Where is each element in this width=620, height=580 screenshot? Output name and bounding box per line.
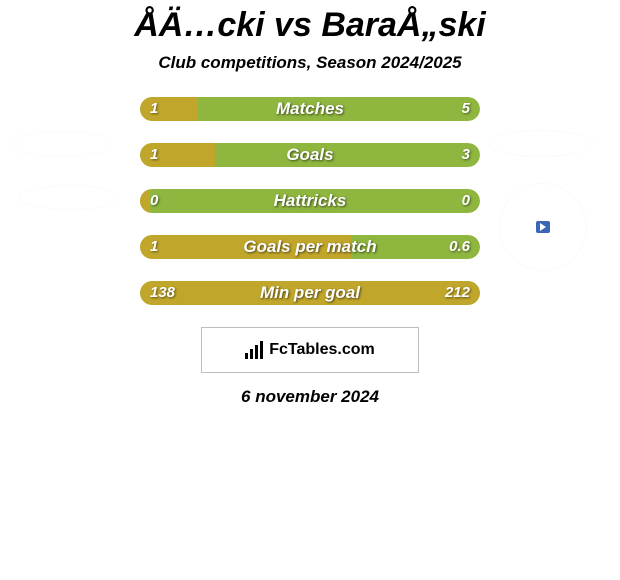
page-subtitle: Club competitions, Season 2024/2025	[0, 53, 620, 73]
page-title: ÅÄ…cki vs BaraÅ„ski	[0, 6, 620, 45]
logo-text: FcTables.com	[269, 341, 375, 359]
stat-row: 1Matches5	[140, 97, 480, 121]
decor-circle	[500, 184, 586, 270]
stat-row: 1Goals3	[140, 143, 480, 167]
decor-ellipse	[8, 132, 113, 156]
stat-row: 138Min per goal212	[140, 281, 480, 305]
stat-label: Hattricks	[140, 189, 480, 213]
stat-right-value: 5	[462, 97, 470, 121]
stat-right-value: 0	[462, 189, 470, 213]
stat-row: 0Hattricks0	[140, 189, 480, 213]
stats-block: 1Matches5 1Goals3 0Hattricks0 1Goals per ma…	[140, 97, 480, 305]
logo-box[interactable]: FcTables.com	[201, 327, 419, 373]
decor-ellipse	[488, 131, 593, 156]
decor-ellipse	[20, 186, 120, 209]
stat-label: Matches	[140, 97, 480, 121]
stat-label: Goals per match	[140, 235, 480, 259]
stat-right-value: 3	[462, 143, 470, 167]
stat-right-value: 212	[445, 281, 470, 305]
stat-row: 1Goals per match0.6	[140, 235, 480, 259]
stat-label: Min per goal	[140, 281, 480, 305]
video-icon	[536, 221, 550, 233]
stat-label: Goals	[140, 143, 480, 167]
logo-bars-icon	[245, 341, 263, 359]
date-line: 6 november 2024	[0, 387, 620, 407]
stat-right-value: 0.6	[449, 235, 470, 259]
